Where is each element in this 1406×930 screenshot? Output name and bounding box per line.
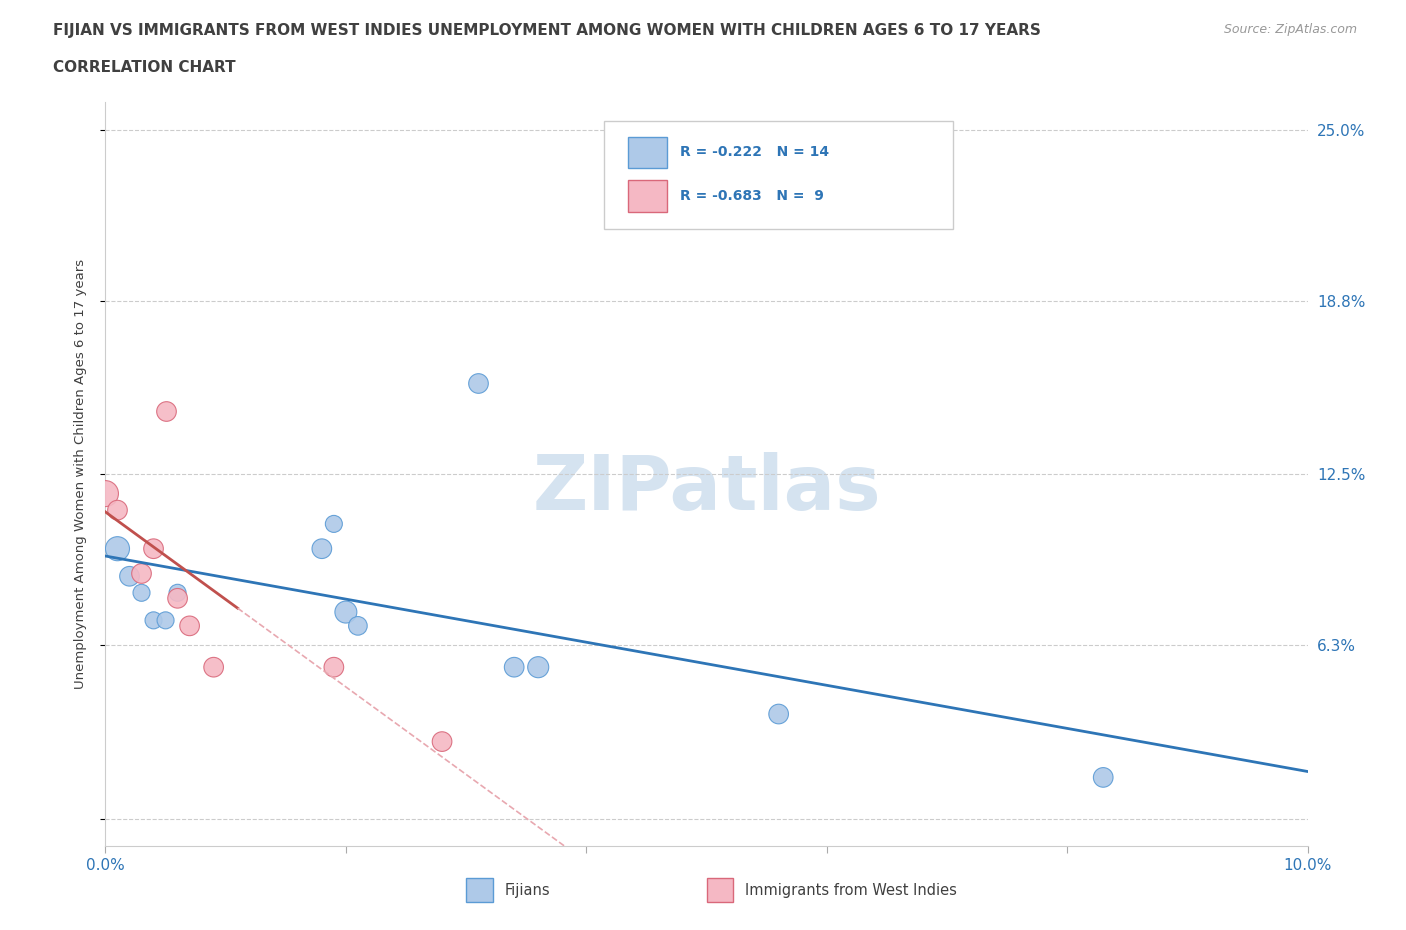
Point xyxy=(166,585,188,600)
Point xyxy=(1092,770,1115,785)
Point xyxy=(335,604,357,619)
Point xyxy=(527,659,550,674)
Point xyxy=(503,659,526,674)
Bar xyxy=(465,878,492,902)
Point xyxy=(107,541,129,556)
Text: FIJIAN VS IMMIGRANTS FROM WEST INDIES UNEMPLOYMENT AMONG WOMEN WITH CHILDREN AGE: FIJIAN VS IMMIGRANTS FROM WEST INDIES UN… xyxy=(53,23,1042,38)
Y-axis label: Unemployment Among Women with Children Ages 6 to 17 years: Unemployment Among Women with Children A… xyxy=(75,259,87,689)
Bar xyxy=(707,878,733,902)
Text: Source: ZipAtlas.com: Source: ZipAtlas.com xyxy=(1223,23,1357,36)
Point xyxy=(179,618,201,633)
Point xyxy=(107,503,129,518)
Text: ZIPatlas: ZIPatlas xyxy=(533,452,880,526)
Bar xyxy=(628,180,666,212)
Point xyxy=(94,486,117,501)
Text: Immigrants from West Indies: Immigrants from West Indies xyxy=(745,883,957,897)
Text: Fijians: Fijians xyxy=(505,883,550,897)
Point xyxy=(768,707,790,722)
Point xyxy=(467,376,489,391)
Point xyxy=(430,734,453,749)
Point xyxy=(347,618,370,633)
Point xyxy=(155,613,177,628)
Point xyxy=(118,569,141,584)
Point xyxy=(155,404,177,418)
Point xyxy=(322,659,344,674)
Point xyxy=(142,613,165,628)
FancyBboxPatch shape xyxy=(605,121,953,229)
Point xyxy=(166,591,188,605)
Point xyxy=(202,659,225,674)
Text: CORRELATION CHART: CORRELATION CHART xyxy=(53,60,236,75)
Point xyxy=(322,516,344,531)
Bar xyxy=(628,137,666,167)
Text: R = -0.222   N = 14: R = -0.222 N = 14 xyxy=(681,145,830,159)
Point xyxy=(131,585,153,600)
Point xyxy=(311,541,333,556)
Text: R = -0.683   N =  9: R = -0.683 N = 9 xyxy=(681,189,824,203)
Point xyxy=(142,541,165,556)
Point xyxy=(131,566,153,581)
